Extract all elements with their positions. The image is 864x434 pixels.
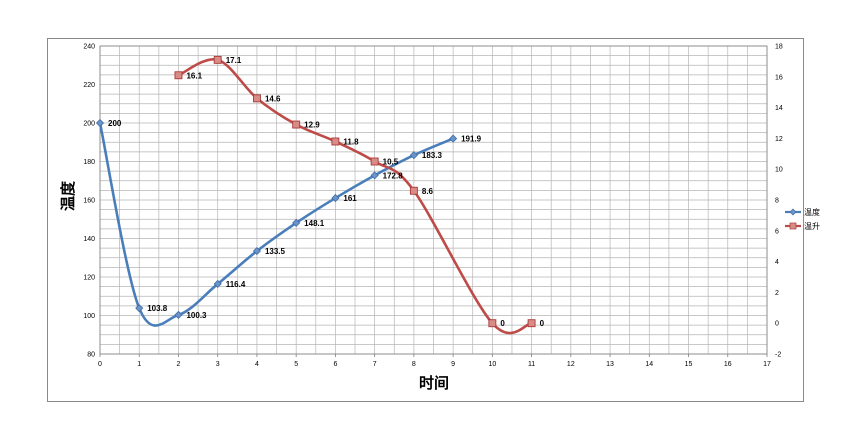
y2-tick-label: 18	[775, 44, 783, 51]
x-tick-label: 15	[685, 361, 693, 368]
data-label-2: 11.8	[343, 137, 359, 146]
x-tick-label: 0	[98, 361, 102, 368]
data-label-1: 100.3	[186, 311, 207, 320]
data-label-2: 10.5	[383, 158, 399, 167]
y-tick-label: 240	[83, 44, 95, 51]
y2-tick-label: 12	[775, 136, 783, 143]
series-point-2	[527, 319, 536, 328]
series-point-1	[213, 279, 222, 288]
x-tick-label: 12	[567, 361, 575, 368]
data-label-1: 161	[343, 194, 357, 203]
series-point-1	[409, 151, 418, 160]
series-point-1	[370, 171, 379, 180]
legend-marker-1	[789, 208, 797, 216]
data-labels: 200 103.8 100.3 116.4 133.5 148.1 161 172.8 183.…	[108, 56, 545, 328]
data-label-1: 103.8	[147, 304, 168, 313]
series-point-2	[331, 137, 340, 146]
x-tick-label: 11	[528, 361, 535, 368]
series-point-1	[135, 304, 144, 313]
y-tick-label: 100	[83, 313, 95, 320]
y2-tick-label: 4	[775, 259, 779, 266]
y-tick-label: 80	[87, 352, 95, 359]
x-tick-label: 13	[606, 361, 614, 368]
series-point-2	[213, 55, 222, 64]
y-axis-title: 温度	[59, 180, 77, 211]
data-label-1: 172.8	[383, 171, 404, 180]
y2-tick-label: -2	[775, 352, 781, 359]
x-tick-label: 17	[763, 361, 771, 368]
series-point-1	[174, 310, 183, 319]
x-tick-label: 4	[255, 361, 259, 368]
x-axis-title: 时间	[419, 374, 449, 392]
series-point-1	[252, 246, 262, 256]
axes: 0 1 2 3 4 5 6 7 8 9 10 11 12 13 14 15 16 1780100120140160…	[83, 44, 783, 369]
y2-tick-label: 0	[775, 321, 779, 328]
x-tick-label: 16	[724, 361, 732, 368]
data-label-1: 200	[108, 119, 122, 128]
chart-frame	[47, 38, 804, 402]
x-tick-label: 3	[216, 361, 220, 368]
y-tick-label: 180	[83, 159, 95, 166]
y-tick-label: 140	[83, 236, 95, 243]
y2-tick-label: 2	[775, 290, 779, 297]
y-tick-label: 200	[83, 121, 95, 128]
x-tick-label: 10	[488, 361, 496, 368]
y-tick-label: 220	[83, 82, 95, 89]
data-label-1: 148.1	[304, 219, 325, 228]
y2-tick-label: 14	[775, 105, 783, 112]
series-point-1	[95, 118, 105, 128]
y2-tick-label: 10	[775, 167, 783, 174]
series	[95, 55, 536, 335]
data-label-2: 16.1	[186, 71, 202, 80]
y2-tick-label: 6	[775, 228, 779, 235]
x-tick-label: 8	[412, 361, 416, 368]
series-point-2	[409, 186, 418, 195]
x-tick-label: 5	[294, 361, 298, 368]
grid	[99, 45, 768, 355]
y-tick-label: 160	[83, 198, 95, 205]
x-tick-label: 9	[451, 361, 455, 368]
data-label-2: 0	[500, 319, 505, 328]
y-tick-label: 120	[83, 275, 95, 282]
y2-tick-label: 8	[775, 198, 779, 205]
x-tick-label: 1	[137, 361, 141, 368]
data-label-2: 17.1	[226, 56, 242, 65]
data-label-2: 8.6	[422, 187, 434, 196]
series-point-2	[292, 120, 301, 129]
x-tick-label: 14	[645, 361, 653, 368]
data-label-1: 133.5	[265, 247, 286, 256]
series-line-2	[177, 58, 532, 335]
data-label-1: 191.9	[461, 135, 482, 144]
legend-label-2: 温升	[804, 222, 820, 231]
data-label-2: 0	[540, 319, 545, 328]
series-point-1	[331, 194, 340, 203]
series-point-1	[292, 218, 301, 227]
series-point-1	[449, 134, 458, 143]
series-point-2	[252, 94, 261, 103]
y2-tick-label: 16	[775, 74, 783, 81]
data-label-2: 14.6	[265, 94, 281, 103]
series-point-2	[174, 71, 183, 80]
x-tick-label: 6	[333, 361, 337, 368]
x-tick-label: 2	[177, 361, 181, 368]
legend-label-1: 温度	[804, 207, 820, 217]
data-label-1: 183.3	[422, 151, 443, 160]
series-point-2	[488, 319, 497, 328]
legend-marker-2	[789, 222, 797, 230]
data-label-2: 12.9	[304, 121, 320, 130]
series-point-2	[370, 157, 379, 166]
x-tick-label: 7	[373, 361, 377, 368]
data-label-1: 116.4	[226, 280, 246, 289]
plot-area-border	[99, 45, 768, 355]
